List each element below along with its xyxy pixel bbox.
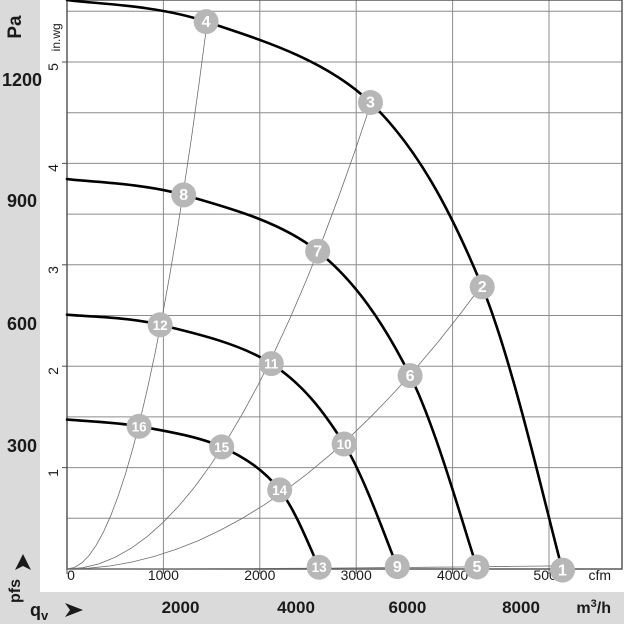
svg-text:3: 3 — [45, 266, 61, 274]
svg-text:wg: wg — [49, 23, 63, 39]
svg-text:9: 9 — [393, 559, 402, 576]
svg-text:4000: 4000 — [277, 598, 315, 617]
svg-text:4: 4 — [45, 164, 61, 172]
svg-text:6000: 6000 — [388, 598, 426, 617]
svg-text:2: 2 — [478, 279, 487, 296]
svg-text:10: 10 — [337, 437, 352, 452]
svg-text:2: 2 — [45, 367, 61, 375]
svg-text:16: 16 — [132, 419, 148, 434]
svg-text:7: 7 — [313, 243, 322, 260]
svg-text:1200: 1200 — [2, 70, 42, 90]
svg-text:5: 5 — [45, 63, 61, 71]
svg-text:13: 13 — [312, 560, 328, 575]
svg-text:4: 4 — [202, 14, 211, 31]
svg-text:in.: in. — [49, 39, 63, 52]
svg-text:900: 900 — [7, 191, 37, 211]
svg-text:cfm: cfm — [588, 567, 611, 583]
svg-text:14: 14 — [272, 483, 288, 498]
svg-text:2000: 2000 — [162, 598, 200, 617]
svg-text:pfs: pfs — [7, 579, 24, 603]
svg-text:3: 3 — [366, 95, 375, 112]
svg-text:15: 15 — [214, 440, 230, 455]
svg-text:600: 600 — [7, 314, 37, 334]
svg-text:6: 6 — [406, 368, 415, 385]
svg-text:5: 5 — [472, 559, 481, 576]
svg-text:11: 11 — [264, 357, 279, 372]
svg-text:8000: 8000 — [502, 598, 540, 617]
svg-text:0: 0 — [67, 567, 75, 583]
svg-text:12: 12 — [153, 318, 168, 333]
svg-text:300: 300 — [7, 436, 37, 456]
svg-text:Pa: Pa — [5, 15, 26, 39]
svg-text:8: 8 — [179, 187, 188, 204]
svg-text:1: 1 — [45, 469, 61, 477]
svg-text:1: 1 — [558, 562, 567, 579]
